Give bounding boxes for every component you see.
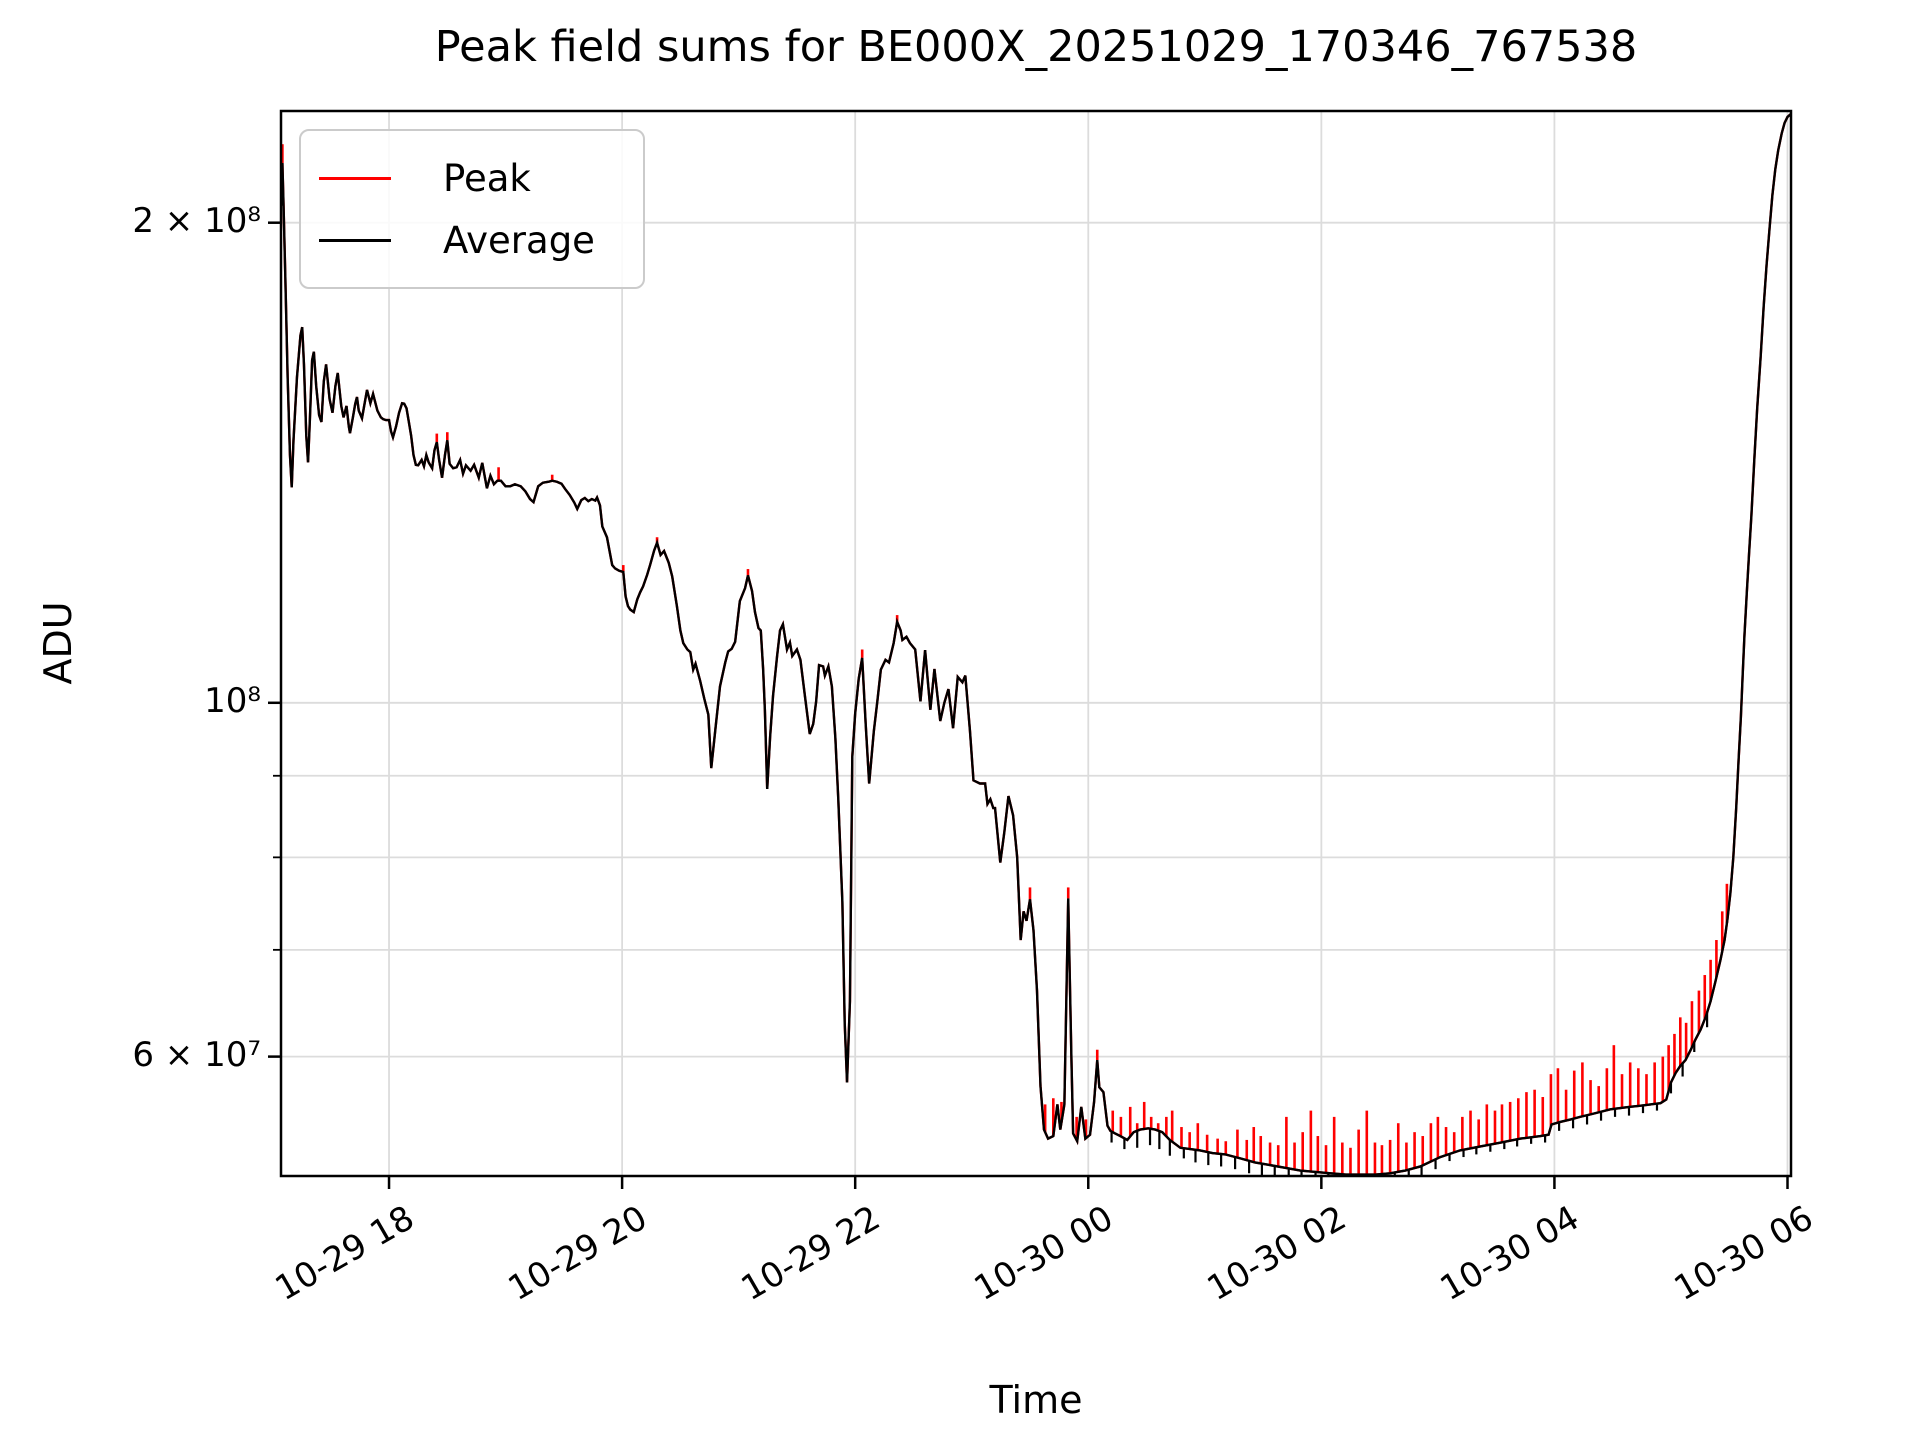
y-tick-label: 6 × 10⁷ [132,1034,261,1075]
y-tick-label: 2 × 10⁸ [132,200,261,241]
axes-spines [279,109,1793,1178]
x-axis-label: Time [989,1378,1083,1422]
legend-label: Peak [443,156,531,200]
average-series-line [281,113,1791,1176]
page-title: Peak field sums for BE000X_20251029_1703… [434,22,1638,72]
legend-item-average: Average [319,209,625,271]
peak-legend-line-icon [319,176,391,180]
legend: Peak Average [299,129,645,289]
legend-item-peak: Peak [319,147,625,209]
legend-label: Average [443,218,595,262]
y-tick-label: 10⁸ [204,680,261,721]
average-legend-line-icon [319,238,391,242]
y-axis-label: ADU [36,601,80,685]
